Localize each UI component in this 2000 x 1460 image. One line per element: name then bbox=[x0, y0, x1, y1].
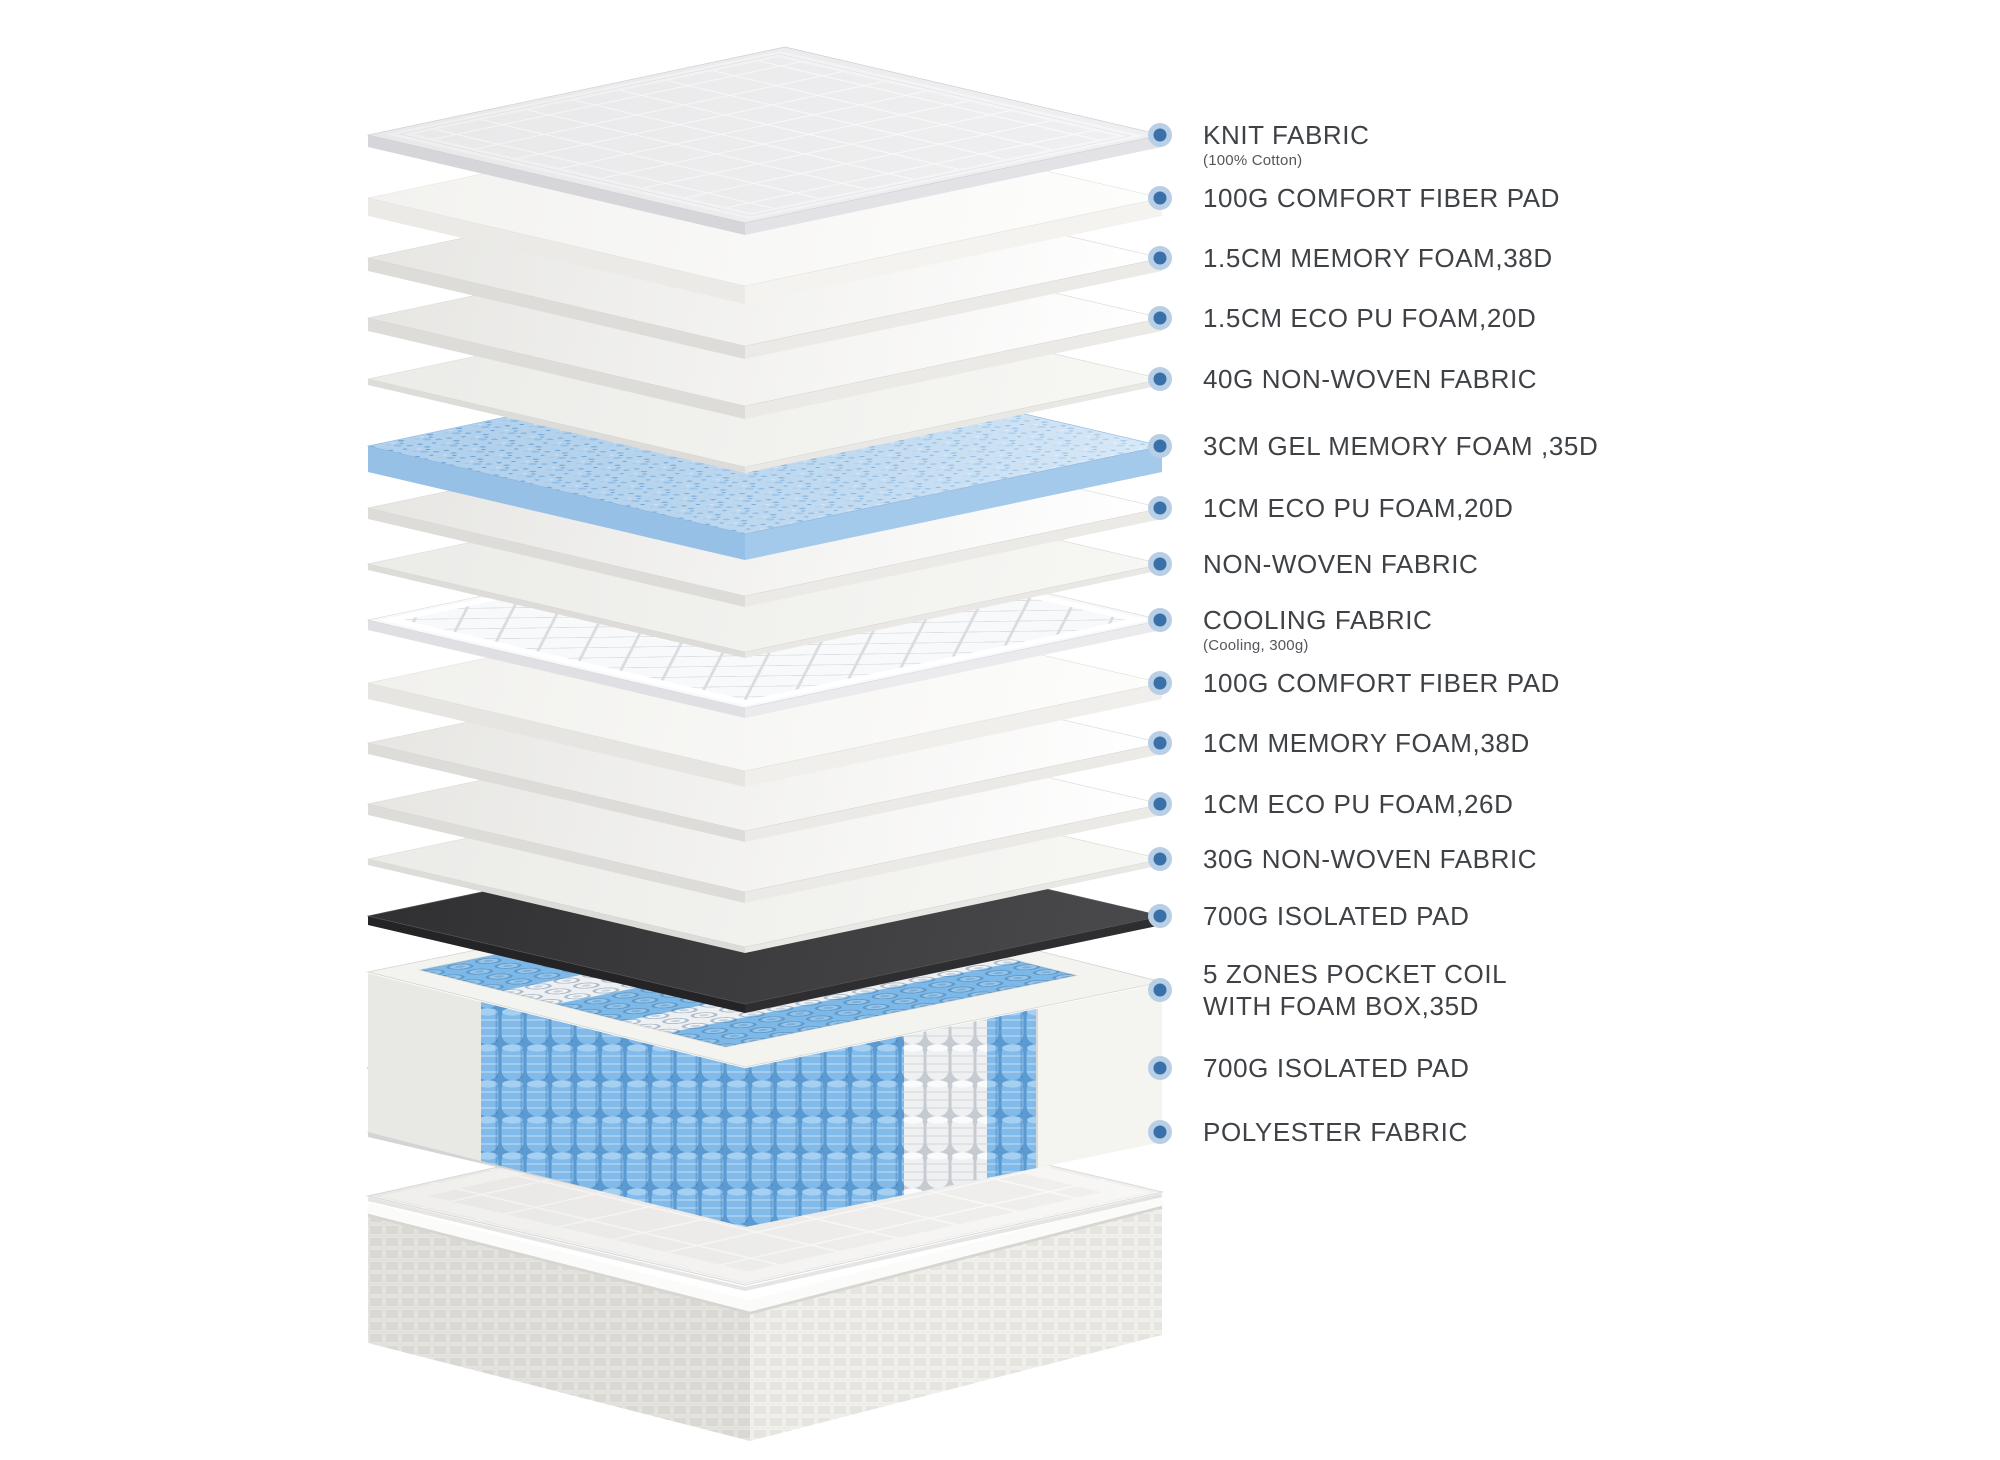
layer-marker-icon bbox=[1148, 731, 1172, 755]
layer-label-non-woven-40g: 40G NON-WOVEN FABRIC bbox=[1148, 363, 1537, 395]
layer-marker-icon bbox=[1148, 1120, 1172, 1144]
layer-marker-icon bbox=[1148, 367, 1172, 391]
layer-title: 1CM ECO PU FOAM,26D bbox=[1203, 789, 1514, 819]
layer-title: 700G ISOLATED PAD bbox=[1203, 1053, 1470, 1083]
layer-marker-icon bbox=[1148, 1056, 1172, 1080]
layer-title: 700G ISOLATED PAD bbox=[1203, 901, 1470, 931]
layer-marker-icon bbox=[1148, 978, 1172, 1002]
layer-title: 1.5CM MEMORY FOAM,38D bbox=[1203, 243, 1553, 273]
layer-marker-icon bbox=[1148, 792, 1172, 816]
layer-label-comfort-fiber-pad-2: 100G COMFORT FIBER PAD bbox=[1148, 667, 1560, 699]
layer-marker-icon bbox=[1148, 608, 1172, 632]
layer-title: KNIT FABRIC bbox=[1203, 120, 1370, 150]
layer-label-non-woven: NON-WOVEN FABRIC bbox=[1148, 548, 1478, 580]
layer-marker-icon bbox=[1148, 671, 1172, 695]
layer-title-line2: WITH FOAM BOX,35D bbox=[1203, 991, 1480, 1021]
layer-marker-icon bbox=[1148, 434, 1172, 458]
mattress-exploded-stack-illustration bbox=[365, 46, 1165, 1441]
layer-label-memory-foam-1cm: 1CM MEMORY FOAM,38D bbox=[1148, 727, 1530, 759]
layer-subtitle: (Cooling, 300g) bbox=[1203, 637, 1309, 654]
layer-graphic-knit-fabric bbox=[366, 46, 1164, 235]
layer-title: 3CM GEL MEMORY FOAM ,35D bbox=[1203, 431, 1599, 461]
layer-label-non-woven-30g: 30G NON-WOVEN FABRIC bbox=[1148, 843, 1537, 875]
layer-title: 40G NON-WOVEN FABRIC bbox=[1203, 364, 1538, 394]
layer-label-isolated-pad-1: 700G ISOLATED PAD bbox=[1148, 900, 1469, 932]
layer-title: 100G COMFORT FIBER PAD bbox=[1203, 668, 1561, 698]
layer-title: POLYESTER FABRIC bbox=[1203, 1117, 1468, 1147]
layer-marker-icon bbox=[1148, 552, 1172, 576]
layer-label-polyester-fabric: POLYESTER FABRIC bbox=[1148, 1116, 1468, 1148]
layer-label-cooling-fabric: COOLING FABRIC (Cooling, 300g) bbox=[1148, 604, 1432, 655]
layer-marker-icon bbox=[1148, 496, 1172, 520]
layer-title: 5 ZONES POCKET COIL bbox=[1203, 959, 1508, 989]
layer-label-pocket-coil: 5 ZONES POCKET COIL WITH FOAM BOX,35D bbox=[1148, 958, 1507, 1022]
layer-title: NON-WOVEN FABRIC bbox=[1203, 549, 1479, 579]
layer-label-gel-memory-foam: 3CM GEL MEMORY FOAM ,35D bbox=[1148, 430, 1598, 462]
layer-label-knit-fabric: KNIT FABRIC (100% Cotton) bbox=[1148, 119, 1370, 170]
layer-title: 1CM MEMORY FOAM,38D bbox=[1203, 728, 1530, 758]
layer-title: 1.5CM ECO PU FOAM,20D bbox=[1203, 303, 1537, 333]
layer-title: COOLING FABRIC bbox=[1203, 605, 1433, 635]
layer-marker-icon bbox=[1148, 306, 1172, 330]
layer-marker-icon bbox=[1148, 123, 1172, 147]
layer-marker-icon bbox=[1148, 186, 1172, 210]
layer-marker-icon bbox=[1148, 904, 1172, 928]
layer-title: 100G COMFORT FIBER PAD bbox=[1203, 183, 1561, 213]
layer-label-memory-foam-15: 1.5CM MEMORY FOAM,38D bbox=[1148, 242, 1553, 274]
layer-label-eco-pu-foam-26d: 1CM ECO PU FOAM,26D bbox=[1148, 788, 1513, 820]
layer-label-eco-pu-foam-15: 1.5CM ECO PU FOAM,20D bbox=[1148, 302, 1536, 334]
layer-label-eco-pu-foam-1cm: 1CM ECO PU FOAM,20D bbox=[1148, 492, 1513, 524]
layer-title: 30G NON-WOVEN FABRIC bbox=[1203, 844, 1538, 874]
layer-marker-icon bbox=[1148, 847, 1172, 871]
layer-subtitle: (100% Cotton) bbox=[1203, 152, 1303, 169]
layer-label-isolated-pad-2: 700G ISOLATED PAD bbox=[1148, 1052, 1469, 1084]
layer-label-comfort-fiber-pad-1: 100G COMFORT FIBER PAD bbox=[1148, 182, 1560, 214]
layer-title: 1CM ECO PU FOAM,20D bbox=[1203, 493, 1514, 523]
layer-marker-icon bbox=[1148, 246, 1172, 270]
